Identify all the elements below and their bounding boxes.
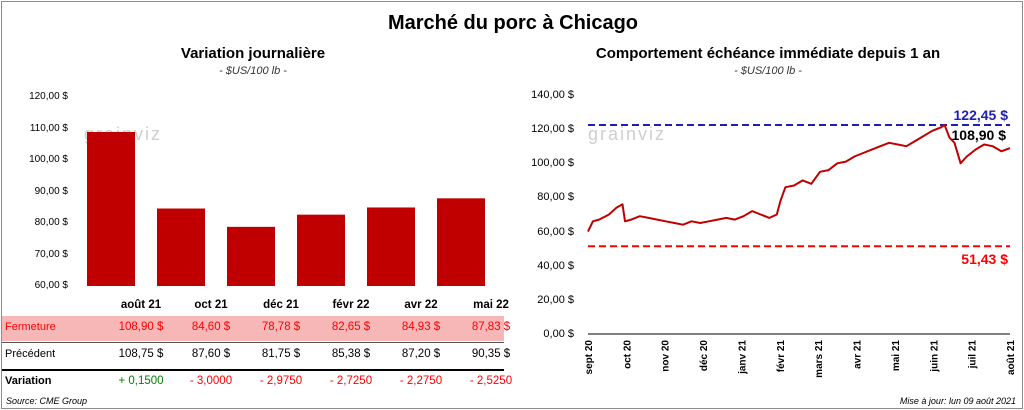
- left-x-tick-label: avr 22: [404, 299, 438, 311]
- bar-déc-21: [227, 226, 275, 286]
- right-y-tick-label: 0,00 $: [543, 328, 574, 340]
- right-y-tick-label: 80,00 $: [537, 191, 574, 204]
- table-row-label: Précédent: [5, 348, 56, 360]
- right-x-tick-label: avr 21: [853, 340, 864, 369]
- table-cell: 85,38 $: [331, 348, 371, 360]
- right-x-tick-label: févr 21: [776, 340, 787, 373]
- right-y-tick-label: 40,00 $: [537, 259, 574, 272]
- price-series-line: [587, 124, 1011, 233]
- bar-oct-21: [157, 208, 205, 286]
- bar-avr-22: [367, 207, 415, 286]
- table-separator-bold: [2, 369, 504, 371]
- right-x-tick-label: mai 21: [891, 340, 902, 372]
- left-y-tick-label: 70,00 $: [34, 248, 68, 260]
- table-cell: 87,60 $: [191, 348, 231, 360]
- table-cell: 90,35 $: [471, 348, 511, 360]
- left-x-tick-label: déc 21: [263, 299, 299, 311]
- left-bar-plot: [87, 131, 485, 286]
- bar-août-21: [87, 131, 135, 286]
- right-x-tick-label: août 21: [1006, 340, 1017, 375]
- right-x-tick-label: déc 20: [699, 340, 710, 372]
- right-x-tick-label: juil 21: [968, 340, 979, 370]
- table-cell: - 2,9750: [259, 375, 303, 387]
- right-x-tick-label: nov 20: [661, 340, 672, 372]
- table-row-label: Variation: [5, 375, 52, 387]
- right-x-tick-label: juin 21: [929, 340, 940, 373]
- left-y-tick-label: 60,00 $: [34, 280, 68, 291]
- table-cell: + 0,1500: [118, 375, 164, 387]
- right-x-tick-label: mars 21: [814, 340, 825, 378]
- table-cell: - 2,7250: [329, 375, 373, 387]
- right-x-tick-label: oct 20: [622, 340, 633, 369]
- bar-févr-22: [297, 214, 345, 286]
- left-x-tick-label: févr 22: [332, 299, 370, 311]
- table-cell: 108,90 $: [118, 321, 164, 333]
- main-title: Marché du porc à Chicago: [387, 12, 639, 34]
- right-x-tick-label: sept 20: [584, 340, 595, 375]
- right-y-tick-label: 140,00 $: [531, 89, 574, 101]
- right-x-tick-label: janv 21: [737, 340, 748, 375]
- left-x-tick-label: oct 21: [194, 299, 228, 311]
- left-chart-unit: - $US/100 lb -: [219, 65, 287, 77]
- table-cell: 82,65 $: [331, 321, 371, 333]
- table-cell: 87,20 $: [401, 348, 441, 360]
- left-y-tick-label: 80,00 $: [34, 217, 68, 228]
- table-cell: 81,75 $: [261, 348, 301, 360]
- right-y-tick-label: 20,00 $: [537, 293, 574, 306]
- last-annotation: 108,90 $: [952, 127, 1007, 143]
- left-y-tick-label: 90,00 $: [34, 185, 68, 197]
- fermeture-row-background: [2, 316, 504, 341]
- table-cell: 108,75 $: [118, 348, 164, 360]
- bar-mai-22: [437, 198, 485, 286]
- table-separator: [2, 342, 504, 343]
- min-annotation: 51,43 $: [961, 251, 1008, 267]
- right-y-tick-label: 100,00 $: [531, 157, 574, 170]
- right-line-plot: 122,45 $ 108,90 $ 51,43 $ sept 20 oct 20 nov …: [584, 107, 1017, 378]
- source-note: Source: CME Group: [6, 396, 88, 406]
- table-cell: 78,78 $: [261, 321, 301, 333]
- left-y-tick-label: 110,00 $: [29, 122, 68, 134]
- left-y-tick-label: 100,00 $: [29, 154, 68, 165]
- update-date: Mise à jour: lun 09 août 2021: [899, 396, 1016, 406]
- left-y-tick-label: 120,00 $: [29, 91, 68, 102]
- table-cell: - 2,2750: [399, 375, 443, 387]
- table-cell: - 2,5250: [469, 375, 513, 387]
- table-cell: 84,60 $: [191, 321, 231, 333]
- table-cell: 87,83 $: [471, 321, 511, 333]
- right-y-tick-label: 60,00 $: [537, 225, 574, 238]
- left-chart-title: Variation journalière: [180, 45, 326, 62]
- table-cell: - 3,0000: [189, 375, 233, 387]
- table-cell: 84,93 $: [401, 321, 441, 333]
- max-annotation: 122,45 $: [954, 107, 1009, 123]
- table-row-label: Fermeture: [5, 321, 56, 333]
- left-x-tick-label: août 21: [120, 299, 162, 311]
- right-chart-title: Comportement échéance immédiate depuis 1…: [595, 45, 941, 62]
- right-chart-unit: - $US/100 lb -: [734, 65, 802, 77]
- right-watermark-logo: grainviz: [588, 124, 667, 144]
- right-y-tick-label: 120,00 $: [531, 123, 574, 136]
- left-x-tick-label: mai 22: [473, 299, 509, 311]
